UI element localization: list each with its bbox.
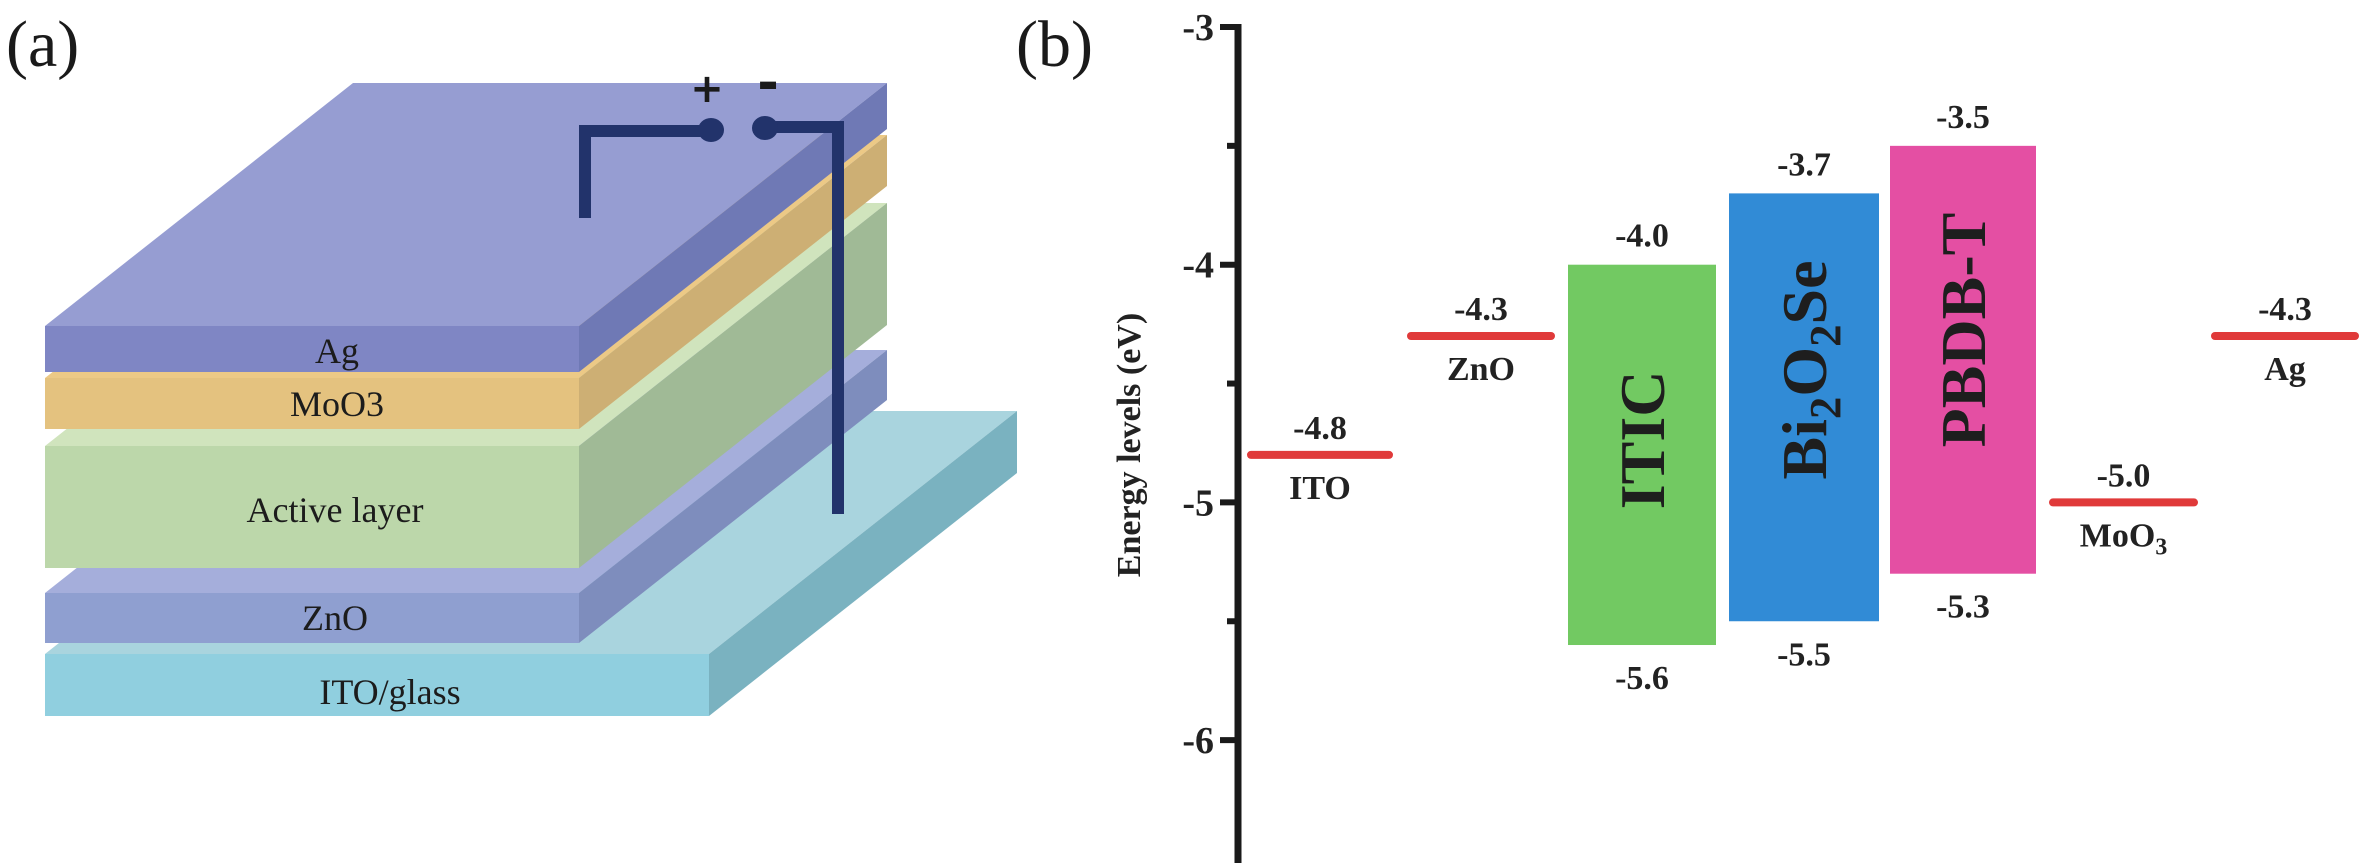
layer-side-face (579, 350, 887, 643)
layer-side-face (709, 411, 1017, 716)
layer-front-face (45, 654, 709, 716)
level-itic: -4.0 -5.6 ITIC (1568, 218, 1716, 697)
layer-front-face (45, 446, 579, 568)
layer-side-face (579, 203, 887, 568)
level-moo3: -5.0 MoO3 (2049, 457, 2198, 561)
band-bar (1568, 264, 1716, 646)
y-tick-label: -3 (1182, 7, 1214, 49)
negative-sign: - (757, 53, 779, 113)
layer-side-face (579, 135, 887, 429)
level-value-label: -4.3 (2258, 291, 2312, 328)
layer-front-face (45, 326, 579, 372)
layer-labels: ITO/glass ZnO Active layer MoO3 Ag (247, 331, 461, 712)
positive-sign: + (690, 66, 724, 112)
level-name-label: ZnO (1447, 351, 1515, 388)
layer-label-ag: Ag (315, 331, 359, 371)
y-tick-label: -4 (1182, 245, 1214, 287)
layer-label-zno: ZnO (302, 598, 368, 638)
layer-front-face (45, 593, 579, 643)
level-value-label: -4.3 (1454, 291, 1508, 328)
level-ag: -4.3 Ag (2211, 291, 2359, 388)
layer-side-face (579, 83, 887, 372)
homo-label: -5.3 (1936, 589, 1990, 626)
lumo-label: -3.7 (1777, 146, 1831, 183)
band-bar (1890, 145, 2036, 574)
y-tick-label: -5 (1182, 482, 1214, 524)
layer-stack (45, 83, 1017, 716)
band-bar (1729, 193, 1879, 622)
layer-label-active-layer: Active layer (247, 490, 424, 530)
lumo-label: -3.5 (1936, 99, 1990, 136)
homo-label: -5.5 (1777, 636, 1831, 673)
panel-b-label: (b) (1016, 8, 1093, 81)
layer-top-face (45, 83, 887, 326)
layer-label-ito-glass: ITO/glass (319, 672, 460, 712)
band-name-label: Bi2O2Se (1769, 260, 1850, 479)
level-zno: -4.3 ZnO (1407, 291, 1555, 388)
y-axis: -3 -4 -5 -6 (1182, 7, 1242, 863)
homo-label: -5.6 (1615, 660, 1669, 697)
negative-wire (765, 121, 844, 514)
band-name-label: ITIC (1607, 371, 1678, 510)
positive-terminal (698, 118, 724, 142)
panel-a-label: (a) (6, 8, 79, 81)
layer-label-moo3: MoO3 (290, 384, 384, 424)
level-pbdb-t: -3.5 -5.3 PBDB-T (1890, 99, 2036, 626)
device-schematic: (a) ITO/glass ZnO Active layer MoO3 Ag + - (6, 8, 1017, 716)
level-name-label: Ag (2264, 351, 2306, 388)
layer-ag (45, 83, 887, 372)
y-axis-title: Energy levels (eV) (1111, 313, 1148, 577)
level-name-label: MoO3 (2080, 517, 2168, 560)
level-bi2o2se: -3.7 -5.5 Bi2O2Se (1729, 146, 1879, 673)
level-name-label: ITO (1289, 470, 1351, 507)
level-value-label: -5.0 (2097, 457, 2151, 494)
level-value-label: -4.8 (1293, 410, 1347, 447)
layer-front-face (45, 378, 579, 429)
positive-wire (579, 125, 711, 218)
lumo-label: -4.0 (1615, 218, 1669, 255)
level-ito: -4.8 ITO (1247, 410, 1393, 507)
energy-level-diagram: (b) Energy levels (eV) -3-4-5-6 -4.8ITO-… (1016, 7, 2359, 863)
negative-terminal (752, 116, 778, 140)
band-name-label: PBDB-T (1928, 213, 1999, 448)
energy-levels: -4.8 ITO -4.3 ZnO -4.0 -5.6 ITIC -3.7 -5.5 Bi2O2S… (1247, 99, 2359, 697)
y-tick-label: -6 (1182, 720, 1214, 762)
circuit: + - (579, 53, 844, 514)
